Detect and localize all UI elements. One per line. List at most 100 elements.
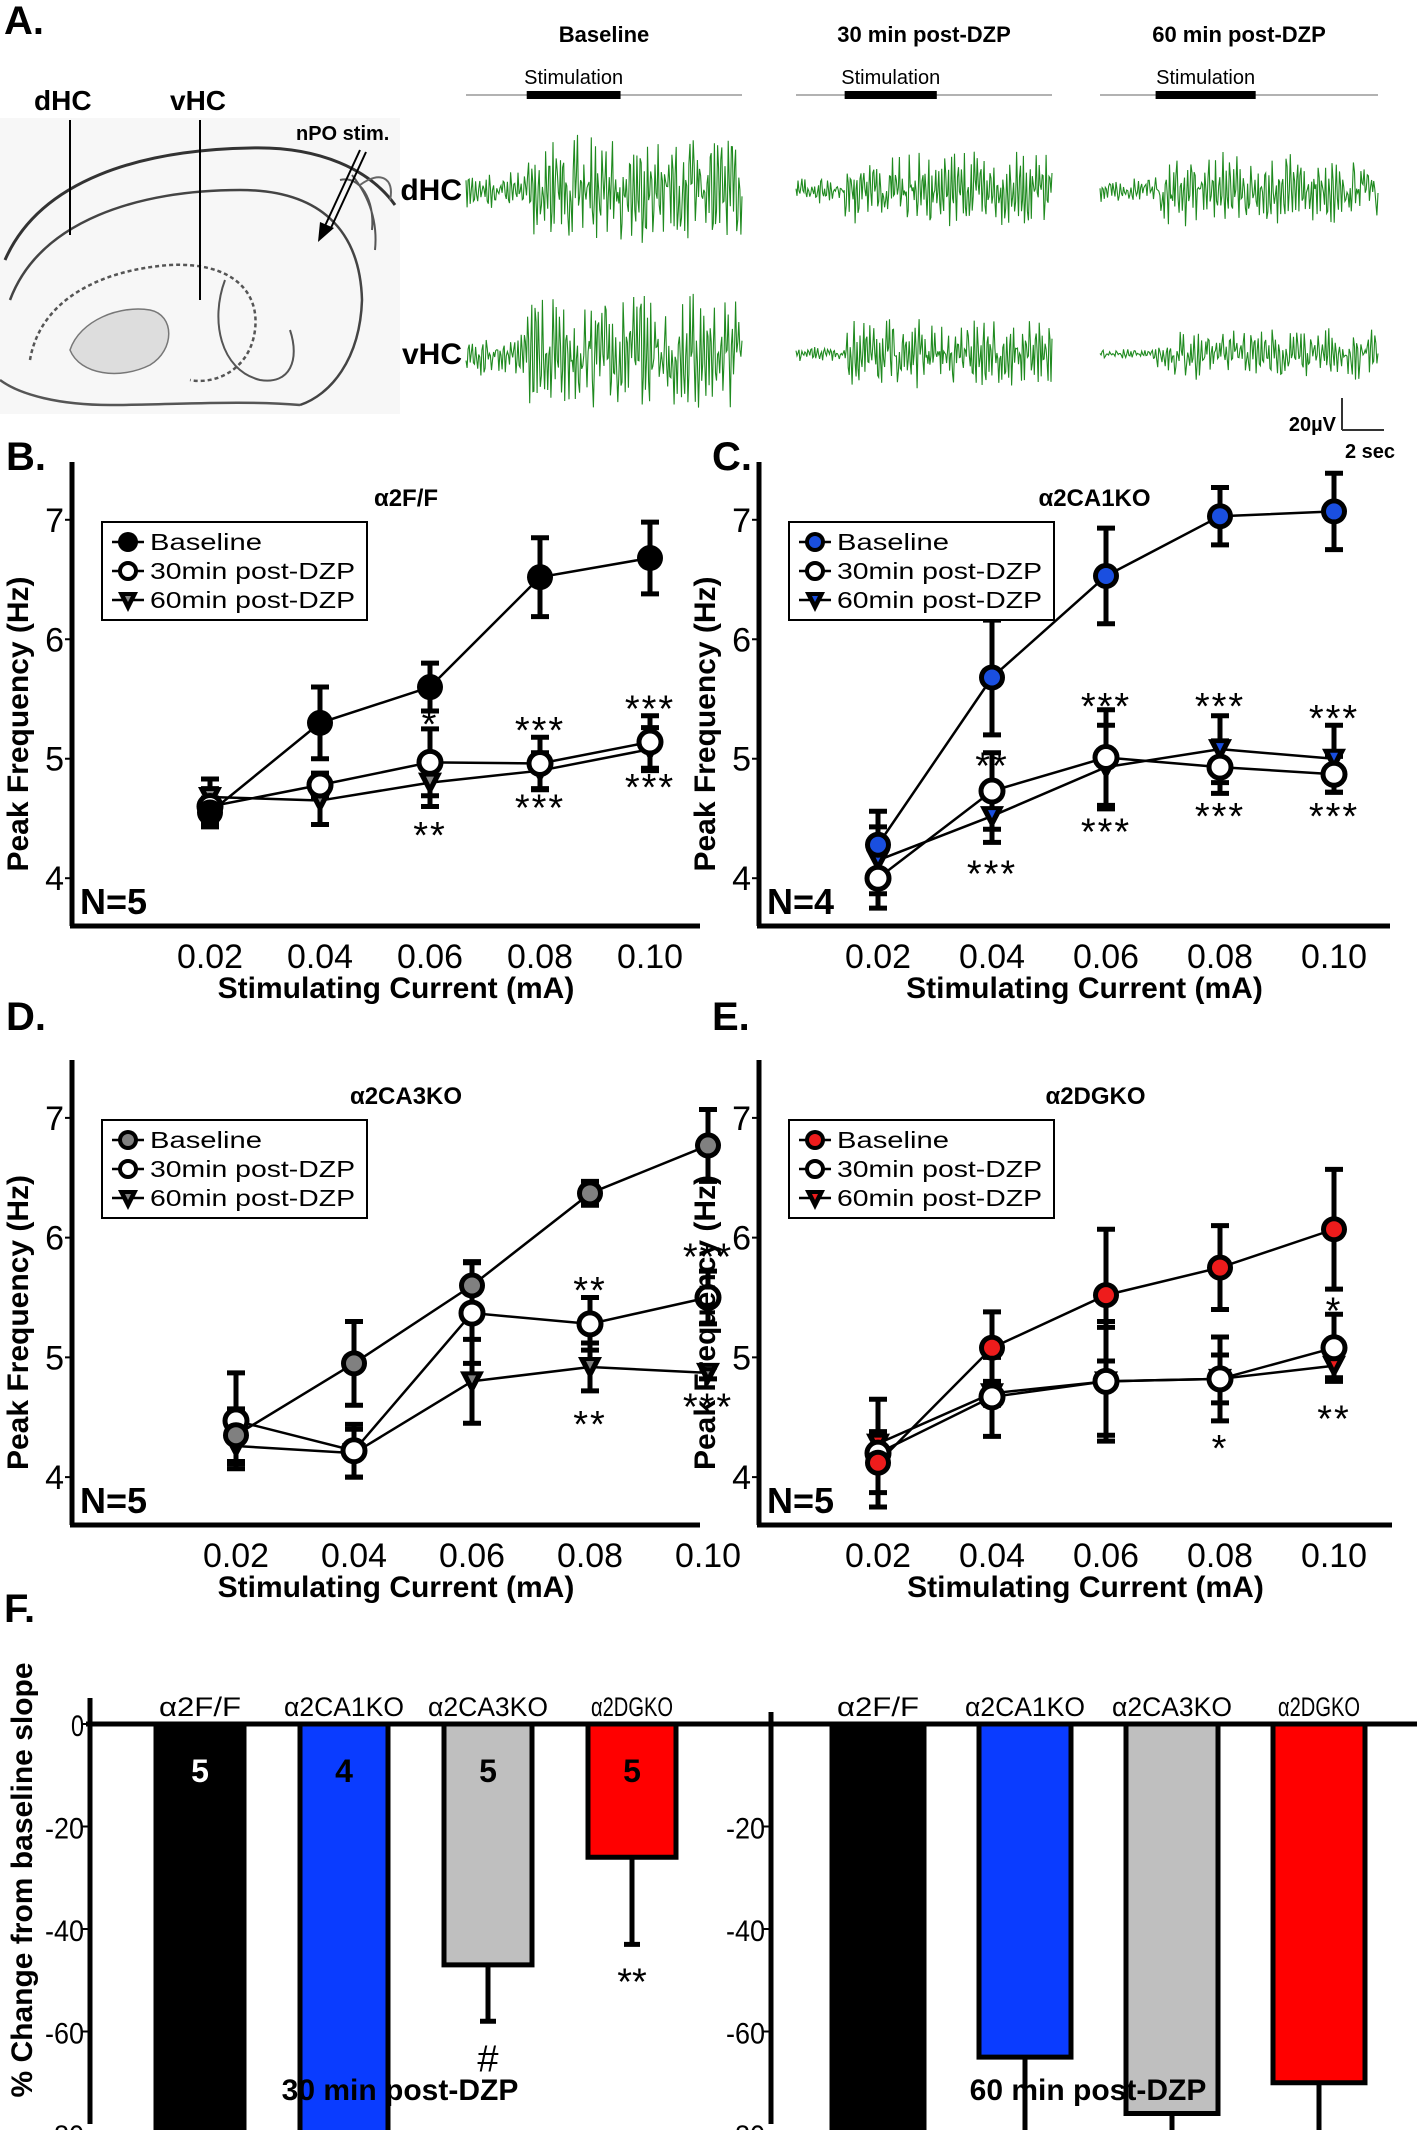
legend-box xyxy=(101,521,368,621)
stimulation-label: Stimulation xyxy=(841,67,940,89)
data-point-30min xyxy=(576,1310,604,1338)
data-point-fill xyxy=(984,1339,1000,1356)
anatomy-label-dhc: dHC xyxy=(34,85,92,116)
bar xyxy=(153,1721,247,2130)
y-tick-label: 4 xyxy=(732,860,751,898)
legend-marker-30min xyxy=(805,561,825,581)
n-label: N=5 xyxy=(80,881,147,922)
legend-label: Baseline xyxy=(837,529,949,555)
legend-marker-fill xyxy=(812,1194,818,1200)
significance-mark: *** xyxy=(1309,698,1359,740)
data-point-30min xyxy=(1320,760,1348,788)
legend: Baseline 30min post-DZP 60min post-DZP xyxy=(101,1119,368,1219)
bar-chart-title: 30 min post-DZP xyxy=(282,2074,519,2107)
data-point-fill xyxy=(1326,1221,1342,1238)
y-tick-label: 6 xyxy=(732,1220,751,1258)
data-point-60min-fill xyxy=(1216,743,1224,752)
data-point-60min-fill xyxy=(704,1366,712,1375)
chart-title: α2CA3KO xyxy=(350,1083,462,1110)
n-label: 5 xyxy=(479,1753,497,1789)
x-tick-label: 0.06 xyxy=(1073,938,1139,976)
line-chart-c: 4 5 6 7 0.02 0.04 0.06 0.08 0.10 Stimulating Curr… xyxy=(689,462,1390,1005)
x-axis-label: Stimulating Current (mA) xyxy=(218,972,575,1005)
data-point-fill xyxy=(582,1185,598,1202)
data-point-30min xyxy=(526,750,554,778)
category-label: α2CA3KO xyxy=(428,1692,548,1722)
y-tick-label: 7 xyxy=(732,1100,751,1138)
condition-title: 30 min post-DZP xyxy=(837,22,1011,47)
significance-mark: *** xyxy=(515,788,565,830)
y-tick-label: 4 xyxy=(45,860,64,898)
chart-title: α2DGKO xyxy=(1045,1083,1145,1110)
y-tick-label: 4 xyxy=(45,1459,64,1497)
data-point-fill xyxy=(1212,508,1228,525)
bar-chart-f-30: 0-20-40-60-80-100α2F/F5α2CA1KO4α2CA3KO5#… xyxy=(6,1662,700,2130)
significance-mark: *** xyxy=(1309,796,1359,838)
n-label: N=5 xyxy=(767,1480,834,1521)
significance-mark: * xyxy=(1326,1290,1343,1332)
data-point-30min xyxy=(636,728,664,756)
bar xyxy=(1270,1721,1368,2086)
legend-label: Baseline xyxy=(150,1127,262,1153)
stimulation-bar xyxy=(844,91,937,99)
significance-mark: *** xyxy=(625,688,675,730)
x-tick-label: 0.06 xyxy=(439,1537,505,1575)
line-chart-b: 4 5 6 7 0.02 0.04 0.06 0.08 0.10 Stimulating Curr… xyxy=(2,462,700,1005)
category-label: α2DGKO xyxy=(591,1692,673,1722)
data-point-30min xyxy=(340,1437,368,1465)
x-tick-label: 0.08 xyxy=(507,938,573,976)
x-tick-label: 0.04 xyxy=(321,1537,387,1575)
stimulation-label: Stimulation xyxy=(524,67,623,89)
y-tick-label: 5 xyxy=(732,741,751,779)
row-label-dhc: dHC xyxy=(400,174,462,207)
y-tick-label: 7 xyxy=(45,1100,64,1138)
y-axis-label: Peak Frequency (Hz) xyxy=(2,576,35,871)
panel-label-a: A. xyxy=(4,0,44,43)
y-axis-label: % Change from baseline slope xyxy=(6,1662,39,2097)
data-point-fill xyxy=(1212,1259,1228,1276)
significance-mark: ** xyxy=(617,1961,647,2003)
x-tick-label: 0.02 xyxy=(845,1537,911,1575)
y-tick-label: -40 xyxy=(726,1915,765,1948)
dhc-trace xyxy=(465,134,743,243)
y-tick-label: -60 xyxy=(45,2018,84,2051)
n-label: 4 xyxy=(335,1753,353,1789)
y-axis-label: Peak Frequency (Hz) xyxy=(689,1175,722,1470)
legend-label: Baseline xyxy=(150,529,262,555)
legend-label: 60min post-DZP xyxy=(837,1185,1042,1211)
legend: Baseline 30min post-DZP 60min post-DZP xyxy=(788,521,1055,621)
y-tick-label: 7 xyxy=(732,502,751,540)
y-tick-label: 6 xyxy=(45,1220,64,1258)
legend-box xyxy=(788,521,1055,621)
x-tick-label: 0.10 xyxy=(1301,938,1367,976)
data-point-30min xyxy=(864,864,892,892)
x-tick-label: 0.08 xyxy=(1187,1537,1253,1575)
significance-mark: *** xyxy=(683,1386,733,1428)
x-axis-label: Stimulating Current (mA) xyxy=(906,972,1263,1005)
line-chart-e: 4 5 6 7 0.02 0.04 0.06 0.08 0.10 Stimulating Curr… xyxy=(689,1060,1392,1604)
x-tick-label: 0.02 xyxy=(203,1537,269,1575)
data-point-30min xyxy=(306,771,334,799)
legend-marker-fill xyxy=(812,596,818,602)
y-tick-label: 6 xyxy=(732,621,751,659)
data-point-baseline xyxy=(527,564,553,591)
significance-mark: *** xyxy=(1195,686,1245,728)
significance-mark: *** xyxy=(515,710,565,752)
data-point-30min xyxy=(1320,1334,1348,1362)
y-tick-label: 4 xyxy=(732,1459,751,1497)
panel-label-d: D. xyxy=(6,995,46,1039)
data-point-30min xyxy=(458,1299,486,1327)
condition-title: 60 min post-DZP xyxy=(1152,22,1326,47)
significance-mark: * xyxy=(1212,1428,1229,1470)
data-point-fill xyxy=(1098,567,1114,584)
y-tick-label: -20 xyxy=(45,1813,84,1846)
anatomy-label-vhc: vHC xyxy=(170,85,226,116)
x-tick-label: 0.02 xyxy=(177,938,243,976)
legend-box xyxy=(101,1119,368,1219)
legend: Baseline 30min post-DZP 60min post-DZP xyxy=(788,1119,1055,1219)
significance-mark: ** xyxy=(573,1404,607,1446)
legend-label: 30min post-DZP xyxy=(837,558,1042,584)
legend-label: 30min post-DZP xyxy=(150,558,355,584)
data-point-30min xyxy=(1206,1365,1234,1393)
